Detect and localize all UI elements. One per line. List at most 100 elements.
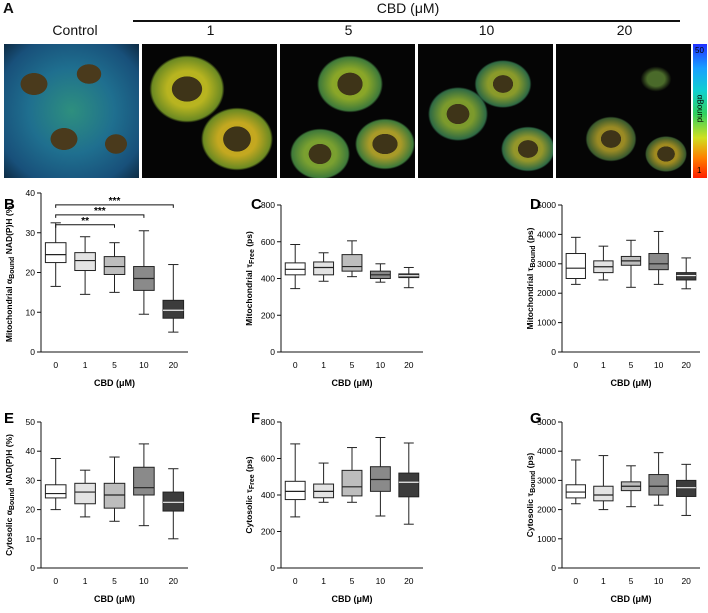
significance-bracket: ** (55, 216, 115, 228)
box-10 (369, 263, 391, 283)
image-label-5: 5 (344, 22, 353, 38)
panel-g: G 0 1000 2000 3000 4000 5000 0 1 5 10 20 CBD (μM) Cyt… (525, 410, 700, 604)
micrograph-control (4, 44, 139, 178)
x-tick-label: 5 (112, 576, 117, 586)
y-tick-label: 400 (261, 490, 275, 500)
x-tick-label: 0 (293, 576, 298, 586)
y-axis-label: Mitochondrial αBound NAD(P)H (%) (4, 203, 16, 342)
panel-e: E 0 10 20 30 40 50 0 1 5 10 20 CBD (μM) Cytosolic αBo… (4, 410, 188, 604)
box-1 (593, 455, 614, 511)
box-5 (620, 465, 642, 508)
y-tick-label: 200 (261, 527, 275, 537)
y-axis-label: Cytosolic αBound NAD(P)H (%) (4, 434, 16, 556)
x-tick-label: 20 (681, 576, 691, 586)
image-label-control: Control (52, 22, 98, 38)
box-iqr (565, 484, 586, 499)
box-iqr (284, 480, 306, 501)
y-tick-label: 30 (26, 228, 36, 238)
y-tick-label: 10 (26, 534, 36, 544)
panel-c: C 0 200 400 600 800 0 1 5 10 20 CBD (μM) Mitochondri… (244, 196, 423, 388)
box-iqr (676, 272, 697, 281)
box-5 (620, 239, 642, 288)
y-tick-label: 2000 (537, 288, 556, 298)
y-tick-label: 4000 (537, 446, 556, 456)
y-tick-label: 600 (261, 454, 275, 464)
box-0 (565, 236, 586, 285)
y-tick-label: 40 (26, 188, 36, 198)
x-tick-label: 1 (83, 576, 88, 586)
x-axis-label: CBD (μM) (332, 378, 373, 388)
box-0 (565, 459, 586, 505)
x-tick-label: 20 (169, 360, 179, 370)
micrograph-cbd-1 (142, 44, 277, 178)
box-iqr (103, 482, 126, 509)
box-1 (74, 469, 96, 518)
box-iqr (313, 261, 335, 276)
colorbar (693, 44, 707, 178)
panel-d: D 0 1000 2000 3000 4000 5000 0 1 5 10 20 CBD (μM) Mit… (525, 196, 700, 388)
box-20 (162, 264, 185, 333)
x-tick-label: 0 (293, 360, 298, 370)
y-tick-label: 200 (261, 310, 275, 320)
x-tick-label: 1 (83, 360, 88, 370)
micrograph-cbd-5 (280, 44, 415, 178)
y-tick-label: 20 (26, 505, 36, 515)
box-1 (313, 462, 335, 503)
significance-bracket: *** (55, 206, 145, 218)
y-tick-label: 0 (270, 347, 275, 357)
x-tick-label: 5 (350, 576, 355, 586)
panel-letter-d: D (530, 196, 541, 213)
box-iqr (593, 485, 614, 502)
panel-f: F 0 200 400 600 800 0 1 5 10 20 CBD (μM) Cytosolic τ… (244, 410, 423, 604)
box-20 (398, 266, 420, 289)
y-tick-label: 0 (551, 347, 556, 357)
box-iqr (103, 256, 126, 275)
x-axis-label: CBD (μM) (611, 594, 652, 604)
significance-bracket: *** (55, 196, 174, 208)
panel-letter-f: F (251, 410, 260, 427)
box-iqr (398, 472, 420, 498)
significance-label: ** (81, 216, 89, 227)
image-label-20: 20 (616, 22, 633, 38)
box-iqr (44, 484, 67, 499)
x-tick-label: 20 (169, 576, 179, 586)
box-iqr (162, 491, 185, 512)
bracket-line (55, 214, 145, 218)
y-tick-label: 600 (261, 237, 275, 247)
box-5 (341, 240, 363, 278)
panel-b: B 0 10 20 30 40 0 1 5 10 20 CBD (μM) Mitochondrial α… (4, 188, 188, 388)
box-20 (676, 257, 697, 290)
y-tick-label: 400 (261, 274, 275, 284)
colorbar-top-label: 50 (695, 46, 704, 55)
box-iqr (74, 252, 96, 272)
y-axis-label: Mitochondrial τBound (ps) (525, 227, 537, 329)
box-0 (284, 443, 306, 518)
cbd-title: CBD (μM) (376, 0, 440, 16)
y-tick-label: 0 (30, 347, 35, 357)
y-tick-label: 0 (270, 563, 275, 573)
panel-letter-a: A (3, 0, 14, 17)
box-iqr (648, 253, 669, 271)
x-tick-label: 5 (629, 360, 634, 370)
y-tick-label: 1000 (537, 534, 556, 544)
x-tick-label: 10 (376, 576, 386, 586)
micrograph-cbd-10 (418, 44, 553, 178)
y-tick-label: 50 (26, 417, 36, 427)
y-tick-label: 20 (26, 268, 36, 278)
y-axis-label: Cytosolic τBound (ps) (525, 453, 537, 538)
y-tick-label: 0 (551, 563, 556, 573)
cbd-title-rule (133, 20, 680, 22)
x-tick-label: 10 (376, 360, 386, 370)
x-tick-label: 10 (654, 360, 664, 370)
box-iqr (676, 479, 697, 497)
x-tick-label: 1 (601, 576, 606, 586)
box-5 (341, 447, 363, 503)
box-20 (162, 468, 185, 540)
box-iqr (162, 299, 185, 319)
box-1 (74, 236, 96, 295)
box-1 (313, 252, 335, 282)
box-5 (103, 456, 126, 522)
x-tick-label: 1 (321, 576, 326, 586)
y-tick-label: 800 (261, 417, 275, 427)
